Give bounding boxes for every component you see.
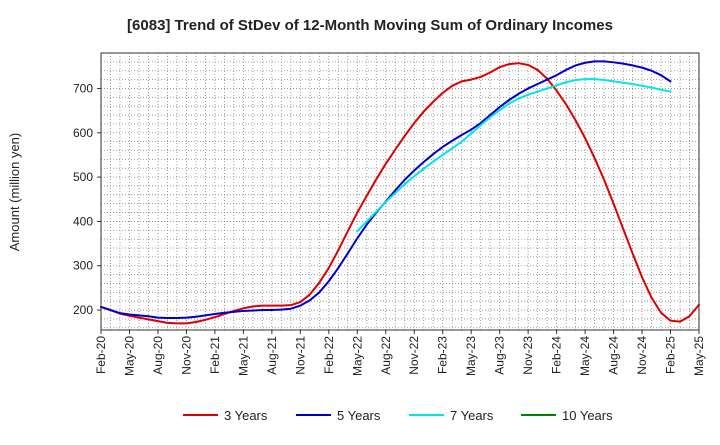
x-tick-label: Nov-23 bbox=[521, 336, 535, 375]
x-tick-label: Feb-23 bbox=[436, 336, 450, 374]
x-tick-layer: Feb-20 May-20 Aug-20 Nov-20 Feb-21 May-21 Aug-… bbox=[94, 330, 706, 376]
chart-title: [6083] Trend of StDev of 12-Month Moving… bbox=[127, 17, 613, 34]
x-tick-label: Feb-21 bbox=[208, 336, 222, 374]
legend-label-10-years: 10 Years bbox=[562, 408, 613, 423]
x-tick-label: Feb-20 bbox=[94, 336, 108, 374]
grid-layer bbox=[100, 52, 700, 330]
y-axis-title: Amount (million yen) bbox=[7, 133, 22, 252]
x-tick-label: Aug-20 bbox=[151, 336, 165, 375]
series-layer bbox=[100, 60, 700, 325]
series-line-3-years bbox=[100, 62, 700, 325]
legend-label-7-years: 7 Years bbox=[450, 408, 494, 423]
series-line-5-years bbox=[100, 60, 672, 320]
x-tick-label: Aug-22 bbox=[379, 336, 393, 375]
legend: 3 Years 5 Years 7 Years 10 Years bbox=[183, 408, 613, 423]
x-tick-label: Feb-22 bbox=[322, 336, 336, 374]
x-tick-label: Nov-21 bbox=[293, 336, 307, 375]
x-tick-label: Nov-20 bbox=[179, 336, 193, 375]
y-tick-label: 600 bbox=[73, 126, 93, 140]
x-tick-label: May-24 bbox=[578, 336, 592, 376]
x-tick-label: Aug-23 bbox=[493, 336, 507, 375]
x-tick-label: Aug-21 bbox=[265, 336, 279, 375]
plot-frame bbox=[100, 52, 700, 331]
y-tick-label: 400 bbox=[73, 214, 93, 228]
series-line-7-years bbox=[356, 78, 672, 233]
y-tick-label: 500 bbox=[73, 170, 93, 184]
y-tick-label: 200 bbox=[73, 303, 93, 317]
y-tick-label: 300 bbox=[73, 259, 93, 273]
x-tick-label: Feb-24 bbox=[550, 336, 564, 374]
x-tick-label: Nov-24 bbox=[635, 336, 649, 375]
x-tick-label: Feb-25 bbox=[664, 336, 678, 374]
x-tick-label: Aug-24 bbox=[607, 336, 621, 375]
x-tick-label: Nov-22 bbox=[407, 336, 421, 375]
x-tick-label: May-22 bbox=[350, 336, 364, 376]
x-tick-label: May-20 bbox=[122, 336, 136, 376]
legend-label-3-years: 3 Years bbox=[224, 408, 268, 423]
x-tick-label: May-23 bbox=[464, 336, 478, 376]
x-tick-label: May-25 bbox=[692, 336, 706, 376]
x-tick-label: May-21 bbox=[236, 336, 250, 376]
y-tick-label: 700 bbox=[73, 81, 93, 95]
y-tick-layer: 200 300 400 500 600 700 bbox=[73, 81, 101, 317]
legend-label-5-years: 5 Years bbox=[337, 408, 381, 423]
